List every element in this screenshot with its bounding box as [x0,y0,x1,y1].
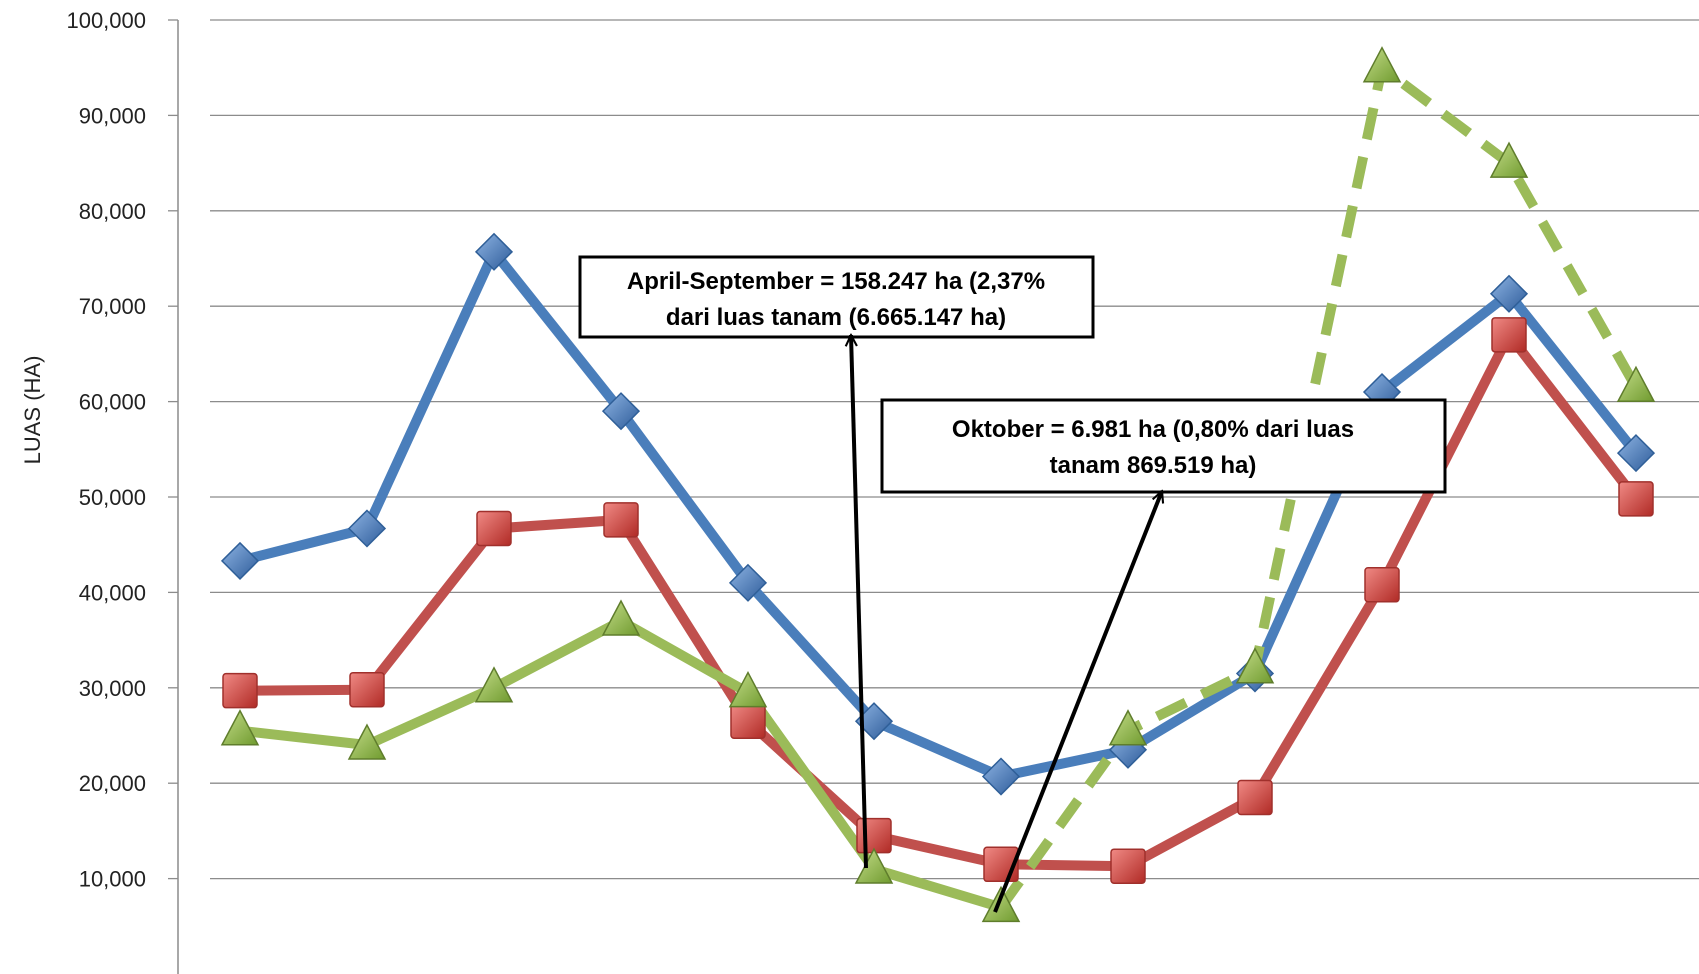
annotation-arrow [993,491,1162,913]
data-point-triangle [1489,141,1529,178]
data-point-triangle [1235,647,1275,684]
series-line [238,246,1640,782]
annotation-text: tanam 869.519 ha) [1050,452,1257,479]
data-point-triangle [474,666,514,703]
y-tick-label: 60,000 [79,390,146,415]
data-point-diamond [474,232,514,271]
y-tick-label: 100,000 [66,8,146,33]
axes: 10,000 20,000 30,000 40,000 50,000 60,000 70,0… [66,8,179,974]
data-point-triangle [220,709,260,746]
data-point-diamond [601,392,641,431]
data-point-triangle [601,599,641,636]
annotation-box [880,398,1447,494]
data-point-triangle [347,723,387,760]
annotation-text: April-September = 158.247 ha (2,37% [627,268,1045,295]
series-line [239,329,1640,872]
data-point-triangle [981,885,1021,923]
data-point-diamond [981,757,1021,796]
data-point-square [1491,317,1527,353]
y-tick-label: 90,000 [79,103,146,128]
series-line [996,62,1641,911]
annotation-text: dari luas tanam (6.665.147 ha) [666,304,1006,331]
data-point-square [1237,779,1273,816]
data-point-square [222,672,258,709]
data-point-diamond [1616,434,1656,473]
annotation-text: Oktober = 6.981 ha (0,80% dari luas [952,416,1354,443]
data-point-diamond [1489,274,1529,313]
data-point-square [603,502,639,538]
data-point-square [1618,481,1654,517]
data-point-diamond [220,541,260,580]
y-tick-label: 40,000 [79,580,146,605]
data-point-square [476,510,512,547]
annotations: April-September = 158.247 ha (2,37% dari … [578,255,1447,913]
data-point-square [730,703,766,739]
series-line [239,616,1003,913]
annotation-arrow [851,335,868,869]
y-tick-label: 50,000 [79,485,146,510]
data-point-square [1364,567,1400,603]
data-point-diamond [347,509,387,548]
y-tick-label: 10,000 [79,867,146,892]
data-point-square [1110,848,1146,884]
y-tick-label: 20,000 [79,771,146,796]
data-point-square [349,671,385,708]
data-point-triangle [728,670,768,708]
data-point-triangle [1108,709,1148,746]
data-point-triangle [1616,365,1656,403]
annotation-box [578,255,1095,339]
data-point-triangle [1362,46,1402,83]
y-tick-label: 70,000 [79,294,146,319]
y-tick-label: 80,000 [79,199,146,224]
y-axis-title: LUAS (HA) [20,356,45,465]
data-point-diamond [728,563,768,602]
y-tick-label: 30,000 [79,676,146,701]
